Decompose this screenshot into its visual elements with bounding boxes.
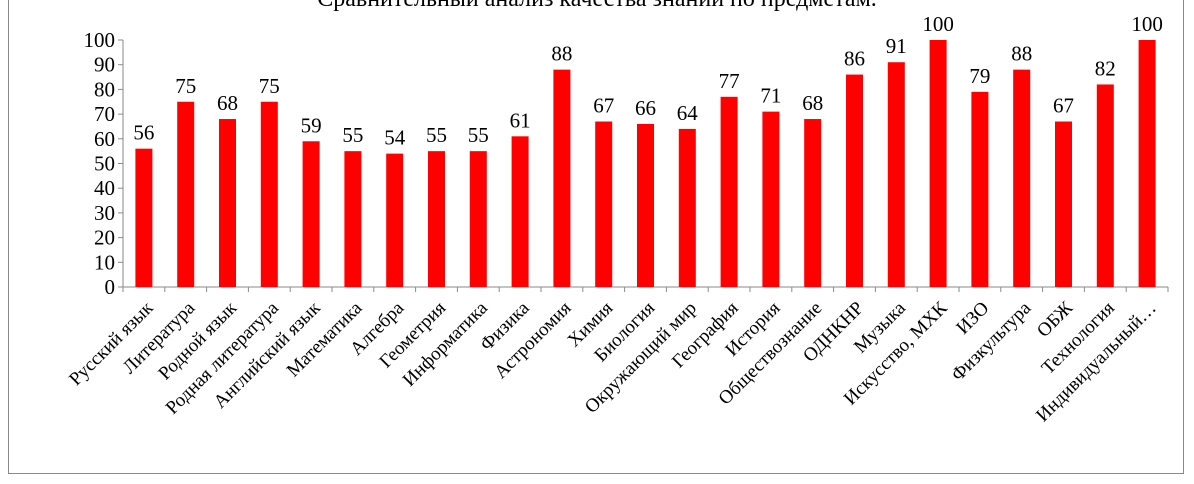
data-label: 55 bbox=[426, 123, 447, 147]
y-tick-label: 20 bbox=[94, 226, 115, 250]
data-label: 91 bbox=[886, 34, 907, 58]
data-label: 68 bbox=[802, 91, 823, 115]
data-label: 88 bbox=[551, 42, 572, 66]
bar bbox=[887, 62, 905, 288]
y-tick-label: 10 bbox=[94, 250, 115, 274]
bar bbox=[1096, 84, 1114, 288]
y-tick-label: 70 bbox=[94, 102, 115, 126]
data-label: 64 bbox=[677, 101, 699, 125]
bar bbox=[804, 119, 822, 287]
bar bbox=[971, 91, 989, 288]
bar bbox=[219, 119, 236, 287]
bar bbox=[929, 40, 947, 287]
category-label: Физкультура bbox=[947, 297, 1035, 385]
bar bbox=[1055, 121, 1072, 287]
data-label: 54 bbox=[384, 126, 406, 150]
data-label: 66 bbox=[635, 96, 656, 120]
bar bbox=[846, 74, 863, 287]
bar bbox=[135, 148, 153, 287]
data-label: 67 bbox=[593, 94, 614, 118]
y-tick-label: 0 bbox=[105, 275, 116, 299]
data-label: 75 bbox=[175, 74, 196, 98]
data-label: 75 bbox=[259, 74, 280, 98]
y-tick-label: 30 bbox=[94, 201, 115, 225]
bar bbox=[762, 111, 780, 287]
data-label: 68 bbox=[217, 91, 238, 115]
bar bbox=[511, 136, 529, 287]
data-label: 67 bbox=[1053, 94, 1074, 118]
y-tick-label: 40 bbox=[94, 176, 115, 200]
y-tick-label: 80 bbox=[94, 77, 115, 101]
data-label: 55 bbox=[342, 123, 363, 147]
data-label: 86 bbox=[844, 47, 865, 71]
data-label: 88 bbox=[1011, 42, 1032, 66]
y-tick-label: 50 bbox=[94, 152, 115, 176]
y-tick-label: 60 bbox=[94, 127, 115, 151]
bar bbox=[1138, 40, 1156, 287]
bar bbox=[469, 151, 487, 287]
data-label: 55 bbox=[468, 123, 489, 147]
data-labels: 56 75 68 75 59 55 54 55 55 61 88 67 66 64 77 71 68 86 91 10… bbox=[133, 12, 1162, 150]
data-label: 82 bbox=[1095, 56, 1116, 80]
bar bbox=[344, 151, 362, 287]
data-label: 56 bbox=[133, 121, 154, 145]
x-axis bbox=[122, 286, 1169, 292]
chart-frame bbox=[8, 0, 1184, 474]
data-label: 79 bbox=[969, 64, 990, 88]
data-label: 59 bbox=[301, 113, 322, 137]
bar bbox=[678, 128, 696, 287]
data-label: 77 bbox=[719, 69, 740, 93]
bar bbox=[720, 96, 738, 287]
bar bbox=[386, 153, 404, 287]
bar bbox=[637, 123, 654, 287]
data-label: 71 bbox=[760, 84, 781, 108]
chart-title: Сравнительный анализ качества знаний по … bbox=[0, 0, 1194, 13]
bar bbox=[260, 101, 278, 287]
bar bbox=[177, 101, 195, 287]
bar bbox=[1013, 69, 1031, 287]
data-label: 61 bbox=[510, 108, 531, 132]
bar bbox=[553, 69, 571, 287]
bar bbox=[595, 121, 613, 287]
bars bbox=[135, 40, 1156, 288]
bar bbox=[428, 151, 445, 287]
y-tick-label: 90 bbox=[94, 53, 115, 77]
y-tick-label: 100 bbox=[84, 28, 116, 52]
data-label: 100 bbox=[1131, 12, 1163, 36]
data-label: 100 bbox=[922, 12, 954, 36]
bar bbox=[302, 141, 320, 287]
